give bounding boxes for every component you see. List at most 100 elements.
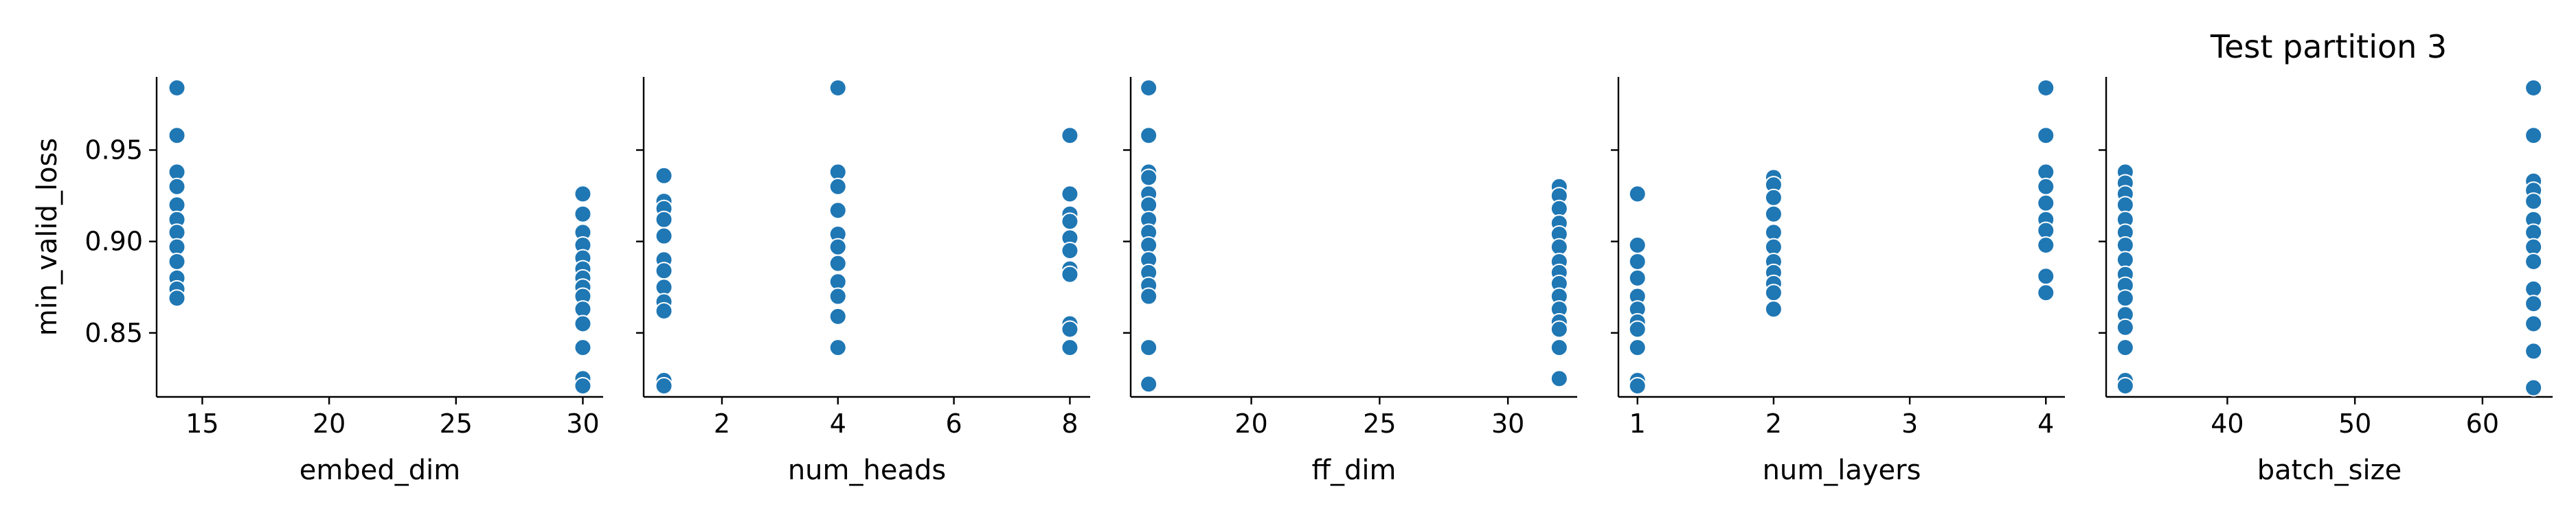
panel-num_heads: 2 4 6 8 num_heads [636,77,1090,486]
panel-ff_dim: 20 25 30 ff_dim [1123,77,1577,486]
x-axis-label: ff_dim [1311,455,1396,486]
scatter-point [2116,377,2134,396]
scatter-point [2037,194,2055,212]
scatter-point [828,287,847,306]
scatter-point [2524,252,2543,271]
scatter-point [1764,300,1783,319]
scatter-point [574,339,592,357]
scatter-point [1628,320,1647,339]
scatter-point [828,254,847,273]
x-tick-label: 20 [1234,409,1267,439]
x-tick-label: 2 [1765,409,1782,439]
x-tick-label: 4 [2037,409,2054,439]
scatter-point [655,301,673,320]
y-tick-label: 0.90 [84,227,143,257]
scatter-point [1061,265,1079,284]
x-tick-label: 4 [830,409,846,439]
scatter-point [168,126,186,145]
scatter-point [1550,339,1568,357]
scatter-point [1764,284,1783,302]
chart-title: Test partition 3 [2210,28,2447,65]
scatter-point [2116,289,2134,308]
scatter-point [2524,314,2543,333]
scatter-point [828,339,847,357]
scatter-point [655,227,673,245]
scatter-point [1550,369,1568,388]
scatter-point [2037,177,2055,196]
scatter-point [168,78,186,97]
x-tick-label: 25 [1363,409,1396,439]
scatter-point [2116,339,2134,357]
scatter-point [1140,126,1158,145]
scatter-point [1628,268,1647,287]
scatter-point [168,252,186,271]
scatter-point [828,201,847,220]
scatter-point [168,177,186,196]
x-tick-label: 60 [2466,409,2499,439]
scatter-point [1140,78,1158,97]
scatter-point [574,205,592,223]
scatter-point [1628,185,1647,203]
scatter-point [655,210,673,229]
scatter-point [1764,188,1783,207]
scatter-point [1061,212,1079,231]
scatter-point [2524,192,2543,211]
x-tick-label: 50 [2338,409,2371,439]
x-axis-label: num_heads [788,455,946,486]
scatter-point [1628,339,1647,357]
scatter-point [2037,236,2055,254]
scatter-point [2037,78,2055,97]
scatter-point [1140,339,1158,357]
x-tick-label: 15 [185,409,218,439]
scatter-point [1628,377,1647,396]
x-tick-label: 8 [1061,409,1078,439]
x-tick-label: 30 [566,409,599,439]
scatter-point [574,377,592,396]
scatter-point [1764,205,1783,223]
x-tick-label: 30 [1491,409,1524,439]
scatter-point [2116,318,2134,336]
scatter-point [828,78,847,97]
y-axis-label: min_valid_loss [32,138,63,336]
scatter-point [2524,78,2543,97]
scatter-point [1140,375,1158,393]
x-tick-label: 2 [714,409,730,439]
scatter-point [1061,241,1079,260]
panel-num_layers: 1 2 3 4 num_layers [1611,77,2065,486]
scatter-point [2524,126,2543,145]
scatter-point [1140,168,1158,187]
x-tick-label: 3 [1901,409,1918,439]
scatter-point [1061,320,1079,339]
scatter-point [2524,295,2543,313]
scatter-panels: 0.85 0.90 0.95 15 20 25 30 embed_dim 2 4 6 8 num_hea… [84,77,2553,486]
x-tick-label: 25 [440,409,473,439]
scatter-point [828,307,847,325]
scatter-point [1061,185,1079,203]
scatter-point [1628,236,1647,254]
scatter-point [2524,378,2543,397]
scatter-point [2037,126,2055,145]
scatter-point [2037,267,2055,286]
scatter-point [1550,320,1568,339]
scatter-point [574,185,592,203]
x-tick-label: 20 [313,409,346,439]
scatter-point [1140,287,1158,306]
scatter-point [1061,339,1079,357]
scatter-point [1061,126,1079,145]
scatter-point [655,377,673,396]
scatter-point [655,166,673,185]
scatter-point [828,177,847,196]
x-axis-label: batch_size [2257,455,2402,486]
panel-batch_size: 40 50 60 batch_size [2099,77,2553,486]
scatter-point [1628,252,1647,271]
scatter-point [2524,342,2543,360]
panel-embed_dim: 0.85 0.90 0.95 15 20 25 30 embed_dim [84,77,603,486]
x-axis-label: num_layers [1763,455,1921,486]
scatter-point [574,314,592,333]
x-axis-label: embed_dim [300,455,460,486]
scatter-point [2037,284,2055,302]
x-tick-label: 1 [1629,409,1646,439]
x-tick-label: 40 [2211,409,2244,439]
scatter-point [828,238,847,256]
